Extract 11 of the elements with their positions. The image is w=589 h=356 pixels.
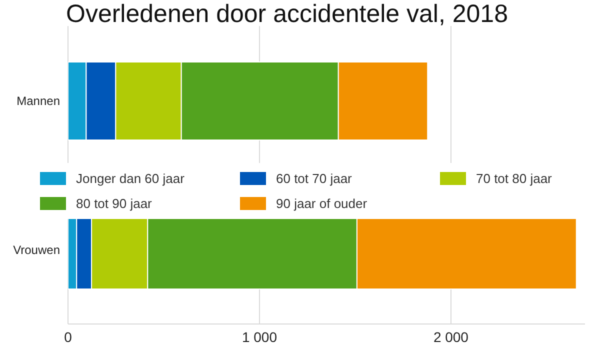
chart-title: Overledenen door accidentele val, 2018 <box>66 0 508 29</box>
y-tick-label: Vrouwen <box>13 242 60 257</box>
legend-label: 80 tot 90 jaar <box>75 196 153 211</box>
y-tick-label: Mannen <box>16 94 60 108</box>
legend-label: 90 jaar of ouder <box>275 196 368 211</box>
x-tick-label: 2 000 <box>433 328 469 345</box>
x-tick-label: 0 <box>64 328 72 345</box>
legend-label: 70 tot 80 jaar <box>475 171 553 186</box>
legend-label: Jonger dan 60 jaar <box>75 171 186 186</box>
legend-label: 60 tot 70 jaar <box>275 171 353 186</box>
x-tick-label: 1 000 <box>242 328 278 345</box>
